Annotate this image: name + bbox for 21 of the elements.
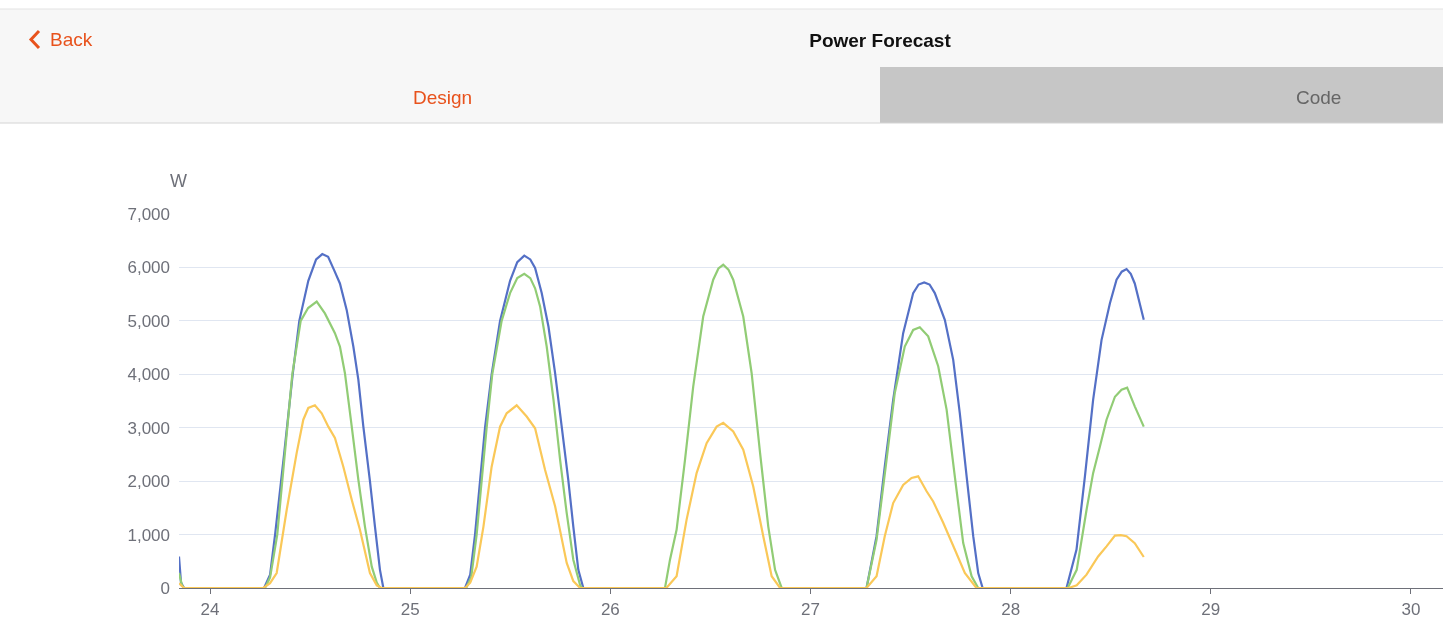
line-series [179,404,1145,588]
y-tick-label: 3,000 [127,418,170,438]
y-tick-label: 4,000 [127,365,170,385]
y-tick-label: 6,000 [127,258,170,278]
x-tick-label: 24 [200,599,220,619]
y-axis-title: W [170,171,187,191]
text: Back [50,29,93,50]
x-tick-label: 27 [801,599,820,619]
x-tick-label: 25 [400,599,420,619]
y-tick-label: 2,000 [127,472,170,492]
y-tick-label: 5,000 [127,311,170,331]
y-tick-label: 0 [160,578,170,598]
y-tick-label: 7,000 [127,204,170,224]
y-tick-label: 1,000 [127,525,170,545]
x-tick-label: 26 [600,599,620,619]
text: Code [1296,87,1342,108]
x-tick-label: 30 [1401,599,1421,619]
x-tick-label: 28 [1001,599,1021,619]
text: Design [413,87,473,108]
chart-title: Power Forecast [809,29,952,51]
x-tick-label: 29 [1201,599,1221,619]
